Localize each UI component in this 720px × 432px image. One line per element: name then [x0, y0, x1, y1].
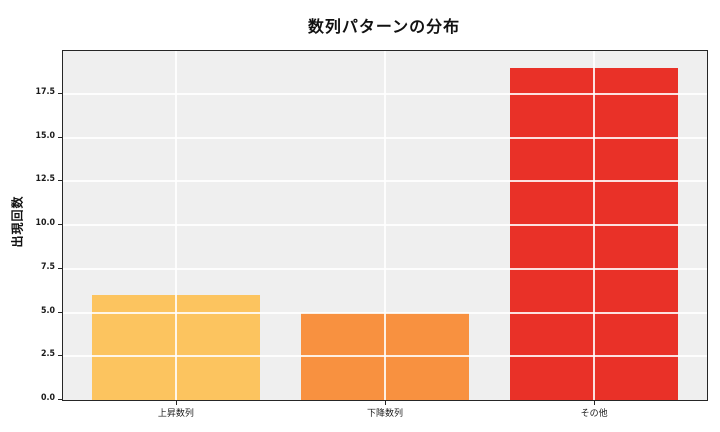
gridline-x-その他	[593, 51, 596, 400]
ytick-label-7.5: 7.5	[40, 261, 55, 272]
chart-title: 数列パターンの分布	[307, 17, 461, 36]
ytick-label-17.5: 17.5	[35, 86, 55, 97]
gridline-x-上昇数列	[174, 51, 177, 400]
ytick-label-15.0: 15.0	[35, 130, 55, 141]
ytick-mark-10.0	[58, 224, 62, 226]
xtick-label-上昇数列: 上昇数列	[157, 409, 194, 419]
plot-area	[62, 50, 708, 401]
xtick-mark-上昇数列	[175, 401, 177, 405]
ytick-mark-7.5	[58, 267, 62, 269]
ytick-label-12.5: 12.5	[35, 174, 55, 185]
ytick-label-2.5: 2.5	[40, 349, 55, 360]
ytick-mark-5.0	[58, 311, 62, 313]
gridline-x-下降数列	[384, 51, 386, 400]
ytick-mark-12.5	[58, 180, 62, 182]
ytick-label-0.0: 0.0	[40, 393, 55, 403]
ytick-mark-2.5	[58, 355, 62, 357]
ytick-mark-0.0	[58, 399, 62, 400]
xtick-mark-その他	[594, 401, 596, 405]
xtick-label-下降数列: 下降数列	[366, 409, 403, 419]
ytick-label-5.0: 5.0	[40, 305, 55, 316]
xtick-mark-下降数列	[385, 401, 386, 405]
xtick-label-その他: その他	[580, 409, 608, 419]
ytick-label-10.0: 10.0	[35, 218, 55, 229]
ytick-mark-15.0	[58, 136, 62, 138]
ytick-mark-17.5	[58, 92, 62, 94]
